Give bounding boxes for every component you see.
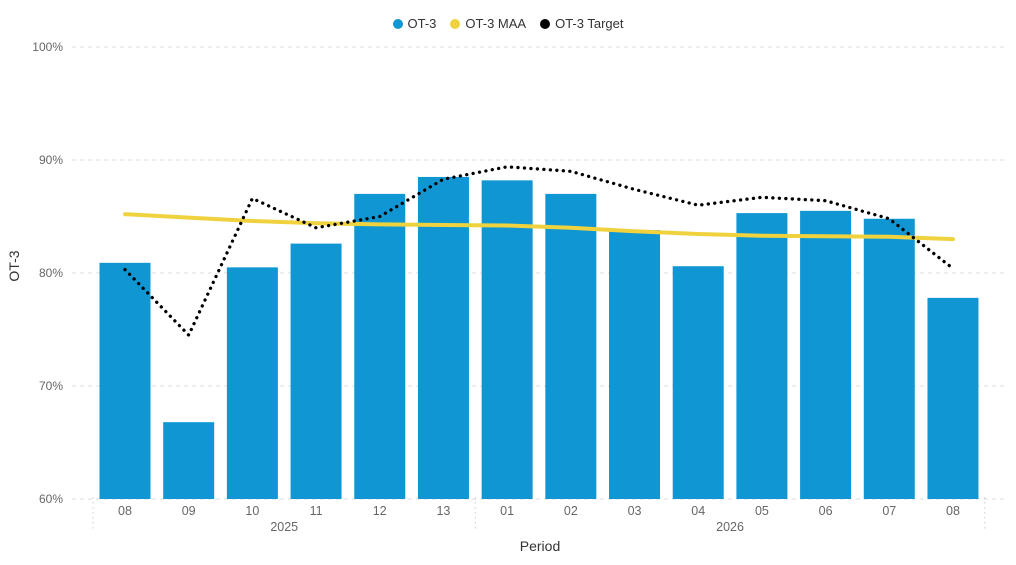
y-tick-label: 80% (39, 266, 63, 280)
x-tick-label: 08 (946, 504, 960, 518)
target-line (123, 165, 955, 337)
x-tick-label: 09 (182, 504, 196, 518)
y-tick-label: 70% (39, 379, 63, 393)
x-tick-label: 02 (564, 504, 578, 518)
x-tick-label: 13 (436, 504, 450, 518)
y-tick-label: 60% (39, 492, 63, 506)
bar-07-12[interactable] (863, 218, 915, 499)
bar-02-7[interactable] (545, 193, 597, 499)
legend-marker-ot3-target-icon (540, 18, 551, 29)
bar-10-2[interactable] (226, 267, 278, 499)
bar-09-1[interactable] (163, 422, 215, 499)
x-tick-label: 03 (628, 504, 642, 518)
legend-item-ot3-target[interactable]: OT-3 Target (540, 16, 624, 31)
bar-13-5[interactable] (417, 176, 469, 499)
y-tick-label: 90% (39, 153, 63, 167)
x-tick-label: 12 (373, 504, 387, 518)
bar-03-8[interactable] (609, 230, 661, 499)
legend-item-ot3[interactable]: OT-3 (392, 16, 437, 31)
legend-marker-ot3-icon (392, 18, 403, 29)
legend-label-ot3-maa: OT-3 MAA (465, 16, 527, 31)
bar-08-0[interactable] (99, 262, 151, 499)
legend-label-ot3: OT-3 (407, 16, 437, 31)
bar-05-10[interactable] (736, 213, 788, 500)
legend-marker-ot3-maa-icon (450, 18, 461, 29)
x-tick-label: 01 (500, 504, 514, 518)
year-label: 2026 (716, 520, 744, 534)
bar-04-9[interactable] (672, 266, 724, 499)
chart-legend: OT-3 OT-3 MAA OT-3 Target (0, 16, 1016, 31)
legend-item-ot3-maa[interactable]: OT-3 MAA (450, 16, 526, 31)
x-tick-label: 06 (819, 504, 833, 518)
bar-01-6[interactable] (481, 180, 533, 499)
bar-11-3[interactable] (290, 243, 342, 499)
bar-08-13[interactable] (927, 297, 979, 499)
bar-06-11[interactable] (800, 210, 852, 499)
x-tick-label: 04 (691, 504, 705, 518)
x-tick-label: 10 (245, 504, 259, 518)
legend-label-ot3-target: OT-3 Target (555, 16, 624, 31)
y-tick-label: 100% (32, 40, 63, 54)
maa-line (123, 212, 955, 242)
x-tick-label: 08 (118, 504, 132, 518)
x-tick-label: 05 (755, 504, 769, 518)
x-tick-label: 07 (882, 504, 896, 518)
year-label: 2025 (270, 520, 298, 534)
bar-12-4[interactable] (354, 193, 406, 499)
x-axis-title: Period (519, 538, 561, 554)
x-tick-label: 11 (310, 504, 323, 518)
